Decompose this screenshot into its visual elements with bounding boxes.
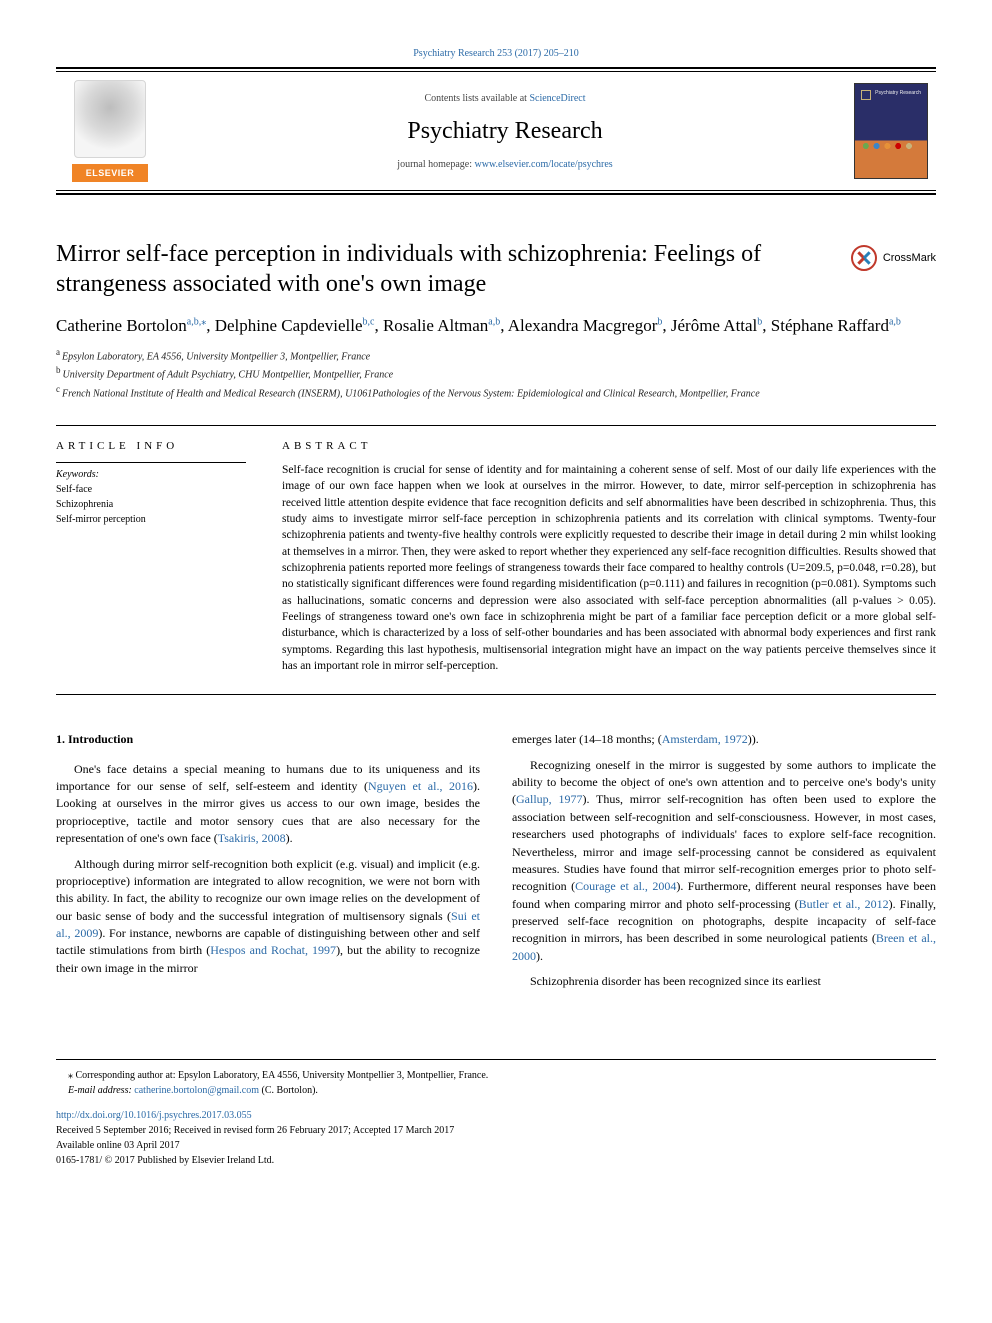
cite-amsterdam[interactable]: Amsterdam, 1972 [662,732,748,746]
top-citation: Psychiatry Research 253 (2017) 205–210 [56,48,936,59]
contents-prefix: Contents lists available at [424,93,529,104]
journal-title: Psychiatry Research [172,118,838,145]
crossmark-label: CrossMark [883,252,936,264]
homepage-prefix: journal homepage: [397,159,474,170]
online-line: Available online 03 April 2017 [56,1138,936,1153]
body-left-column: 1. Introduction One's face detains a spe… [56,731,480,998]
abstract-column: ABSTRACT Self-face recognition is crucia… [282,426,936,694]
elsevier-logo-block: ELSEVIER [56,72,164,190]
intro-heading: 1. Introduction [56,731,480,748]
crossmark-badge[interactable]: CrossMark [851,245,936,271]
email-label: E-mail address: [68,1085,134,1096]
cite-courage[interactable]: Courage et al., 2004 [575,879,676,893]
crossmark-icon [851,245,877,271]
cite-tsakiris[interactable]: Tsakiris, 2008 [218,831,286,845]
cite-breen[interactable]: Breen et al., 2000 [512,931,936,962]
affiliation-a: aEpsylon Laboratory, EA 4556, University… [56,346,936,364]
cite-gallup[interactable]: Gallup, 1977 [516,792,582,806]
history-line: Received 5 September 2016; Received in r… [56,1123,936,1138]
article-info-label: ARTICLE INFO [56,440,246,452]
cite-sui[interactable]: Sui et al., 2009 [56,909,480,940]
contents-line: Contents lists available at ScienceDirec… [172,93,838,104]
journal-homepage-link[interactable]: www.elsevier.com/locate/psychres [475,159,613,170]
body-paragraph: emerges later (14–18 months; (Amsterdam,… [512,731,936,748]
cite-butler[interactable]: Butler et al., 2012 [799,897,889,911]
journal-header: ELSEVIER Contents lists available at Sci… [56,67,936,195]
keywords-label: Keywords: [56,462,246,480]
affiliation-c: cFrench National Institute of Health and… [56,383,936,401]
body-paragraph: Schizophrenia disorder has been recogniz… [512,973,936,990]
doi-link[interactable]: http://dx.doi.org/10.1016/j.psychres.201… [56,1110,252,1121]
corr-email-link[interactable]: catherine.bortolon@gmail.com [134,1085,259,1096]
corresponding-author: ⁎ Corresponding author at: Epsylon Labor… [56,1068,936,1083]
keyword: Self-mirror perception [56,512,246,527]
keyword: Self-face [56,482,246,497]
affiliations: aEpsylon Laboratory, EA 4556, University… [56,346,936,401]
body-paragraph: Although during mirror self-recognition … [56,856,480,978]
cite-nguyen[interactable]: Nguyen et al., 2016 [368,779,473,793]
abstract-label: ABSTRACT [282,440,936,452]
cover-text: Psychiatry Research [875,90,921,96]
sciencedirect-link[interactable]: ScienceDirect [529,93,585,104]
elsevier-wordmark: ELSEVIER [72,164,148,182]
copyright-line: 0165-1781/ © 2017 Published by Elsevier … [56,1153,936,1168]
email-suffix: (C. Bortolon). [259,1085,318,1096]
abstract-text: Self-face recognition is crucial for sen… [282,462,936,674]
page-footer: ⁎ Corresponding author at: Epsylon Labor… [56,1059,936,1168]
homepage-line: journal homepage: www.elsevier.com/locat… [172,159,838,170]
journal-cover-thumb: Psychiatry Research [854,83,928,179]
elsevier-tree-icon [74,80,146,158]
body-right-column: emerges later (14–18 months; (Amsterdam,… [512,731,936,998]
article-title: Mirror self-face perception in individua… [56,239,839,299]
author-list: Catherine Bortolona,b,⁎, Delphine Capdev… [56,315,936,338]
email-line: E-mail address: catherine.bortolon@gmail… [56,1083,936,1098]
article-info-column: ARTICLE INFO Keywords: Self-face Schizop… [56,426,246,694]
affiliation-b: bUniversity Department of Adult Psychiat… [56,364,936,382]
body-paragraph: One's face detains a special meaning to … [56,761,480,848]
cite-hespos[interactable]: Hespos and Rochat, 1997 [210,943,336,957]
keyword: Schizophrenia [56,497,246,512]
body-paragraph: Recognizing oneself in the mirror is sug… [512,757,936,966]
keywords-list: Self-face Schizophrenia Self-mirror perc… [56,482,246,527]
